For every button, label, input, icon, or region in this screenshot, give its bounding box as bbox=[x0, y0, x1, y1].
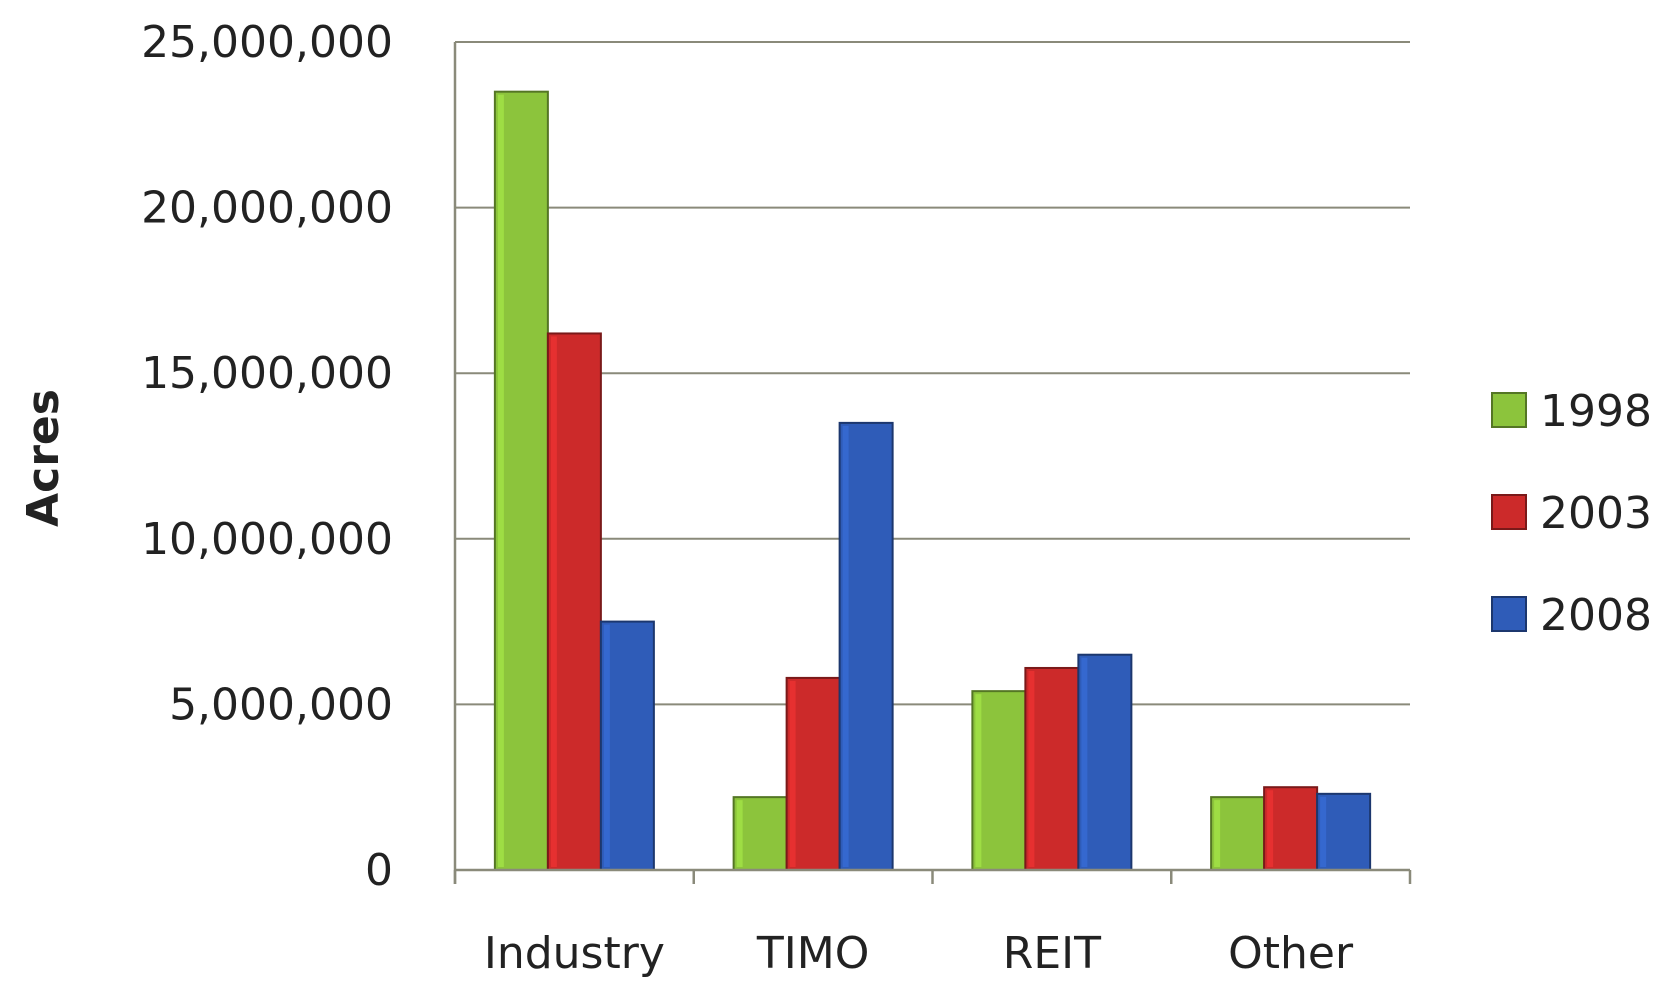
x-category-label: Other bbox=[1228, 928, 1354, 979]
y-tick-label: 15,000,000 bbox=[141, 348, 393, 399]
x-category-label: REIT bbox=[1003, 928, 1101, 979]
legend: 1998 2003 2008 bbox=[1492, 386, 1652, 641]
x-category-label: TIMO bbox=[756, 928, 869, 979]
y-tick-label: 5,000,000 bbox=[169, 679, 393, 730]
bar-highlight bbox=[1214, 800, 1220, 867]
bar-highlight bbox=[498, 95, 504, 867]
bar-highlight bbox=[1081, 658, 1087, 867]
bar-highlight bbox=[604, 625, 610, 867]
legend-label: 1998 bbox=[1540, 386, 1652, 437]
y-tick-label: 0 bbox=[365, 845, 393, 896]
bar-highlight bbox=[1267, 790, 1273, 867]
legend-label: 2003 bbox=[1540, 488, 1652, 539]
bar-highlight bbox=[975, 694, 981, 867]
y-tick-label: 20,000,000 bbox=[141, 183, 393, 234]
y-tick-labels: 0 5,000,000 10,000,000 15,000,000 20,000,000… bbox=[141, 17, 393, 896]
y-axis-title: Acres bbox=[18, 389, 69, 527]
category-labels: Industry TIMO REIT Other bbox=[484, 928, 1354, 979]
legend-swatch-2003 bbox=[1492, 495, 1526, 529]
bar-highlight bbox=[737, 800, 743, 867]
x-category-label: Industry bbox=[484, 928, 665, 979]
legend-swatch-2008 bbox=[1492, 597, 1526, 631]
y-tick-label: 25,000,000 bbox=[141, 17, 393, 68]
bar-highlight bbox=[843, 426, 849, 867]
y-tick-label: 10,000,000 bbox=[141, 514, 393, 565]
legend-swatch-1998 bbox=[1492, 393, 1526, 427]
bar-highlight bbox=[1320, 797, 1326, 867]
bar-highlight bbox=[790, 681, 796, 867]
bar-highlight bbox=[1028, 671, 1034, 867]
bar-highlight bbox=[551, 336, 557, 867]
legend-label: 2008 bbox=[1540, 590, 1652, 641]
